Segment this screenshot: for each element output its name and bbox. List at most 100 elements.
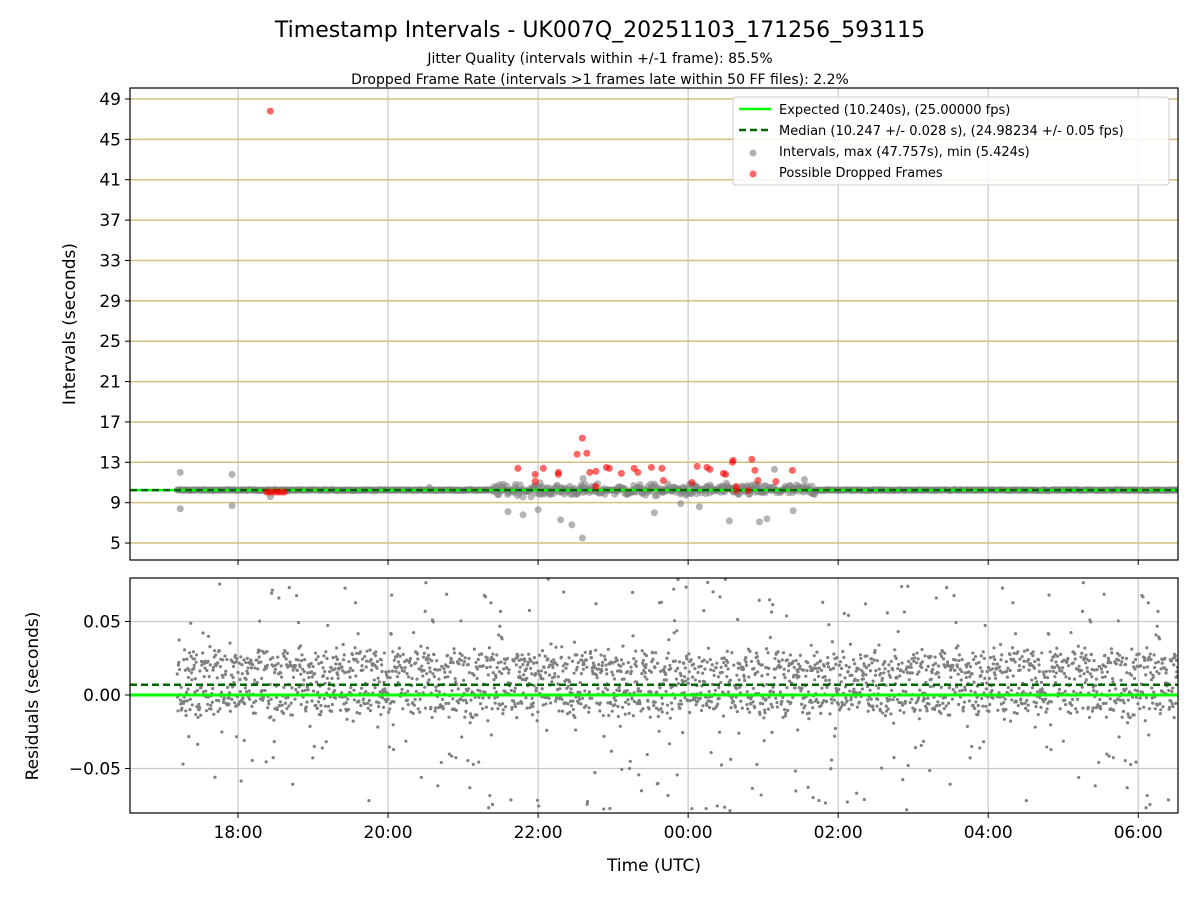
residual-point [643,675,647,679]
residual-point [604,663,608,667]
residual-point [491,671,495,675]
residual-point [766,707,771,711]
residual-point [414,661,418,665]
residual-point [195,688,199,693]
residual-point [824,678,828,682]
residual-point [955,665,960,669]
residual-point [503,661,507,665]
residual-point [186,687,190,691]
residual-point [534,672,538,676]
residual-point [1128,715,1132,720]
residual-point [1100,675,1105,679]
residual-point [617,689,622,693]
residual-point [569,687,573,691]
residual-point [1169,659,1174,663]
residual-point [370,668,374,672]
residual-point [898,674,902,678]
residual-point [627,766,632,771]
residual-point [208,645,212,649]
residual-point [638,702,642,706]
residual-point [330,709,334,713]
residual-point [1012,710,1017,715]
residual-point [318,713,323,717]
residual-point [256,667,260,671]
residual-point [782,667,786,671]
residual-point [753,706,757,710]
residual-point [361,697,366,701]
dropped-frame-point [659,476,667,484]
residual-point [629,665,633,669]
residual-point [738,662,742,666]
residual-point [853,677,857,681]
residual-point [546,578,550,581]
residual-point [313,671,317,676]
dropped-frame-point [772,477,780,485]
residual-point [461,698,465,702]
residual-point [1142,666,1146,670]
residual-point [762,739,766,743]
residual-point [987,666,991,670]
residual-point [977,660,981,665]
residual-point [914,701,918,705]
residual-point [543,654,547,658]
residual-point [653,700,657,704]
residual-point [299,702,303,707]
residual-point [855,791,859,795]
residual-point [589,655,594,660]
residual-point [641,707,645,711]
residual-point [1011,601,1015,605]
residual-point [385,673,389,677]
residual-point [971,703,975,707]
residual-point [609,701,613,706]
residual-point [1079,655,1083,659]
residual-point [258,648,262,653]
residual-point [275,707,279,712]
residual-point [530,696,534,700]
residual-point [1120,660,1124,664]
residual-point [243,702,247,706]
residual-point [396,660,401,664]
residual-point [326,623,330,628]
residual-point [674,677,679,681]
residual-point [378,690,382,694]
residual-point [550,680,554,684]
residual-point [870,657,874,661]
residual-point [391,747,396,752]
residual-point [1049,700,1053,704]
residual-point [330,676,334,680]
residual-point [549,659,553,664]
residual-point [909,665,913,669]
residual-point [585,665,589,669]
residual-point [760,663,764,667]
residual-point [481,696,485,700]
residual-point [964,675,968,680]
residual-point [1086,705,1090,710]
residual-point [578,690,582,694]
residual-point [960,688,965,692]
residual-point [1120,715,1124,719]
residual-point [921,739,926,743]
residual-point [605,672,609,676]
residual-point [585,802,589,806]
residual-point [509,798,513,802]
residual-point [784,711,788,715]
residual-point [587,690,592,694]
residual-point [1083,680,1087,685]
residual-point [468,786,472,790]
residual-point [564,678,568,682]
residual-point [580,658,584,662]
residual-point [1047,632,1051,636]
residual-point [785,658,789,662]
residual-point [238,689,242,694]
residual-point [875,704,879,708]
residual-point [796,728,800,732]
residual-point [902,711,906,715]
residual-point [209,707,213,711]
residual-point [824,699,829,703]
residual-point [743,678,747,682]
residual-point [216,661,220,665]
residual-point [363,654,367,659]
residual-point [293,697,297,701]
residual-point [835,655,839,660]
residual-point [397,671,401,675]
